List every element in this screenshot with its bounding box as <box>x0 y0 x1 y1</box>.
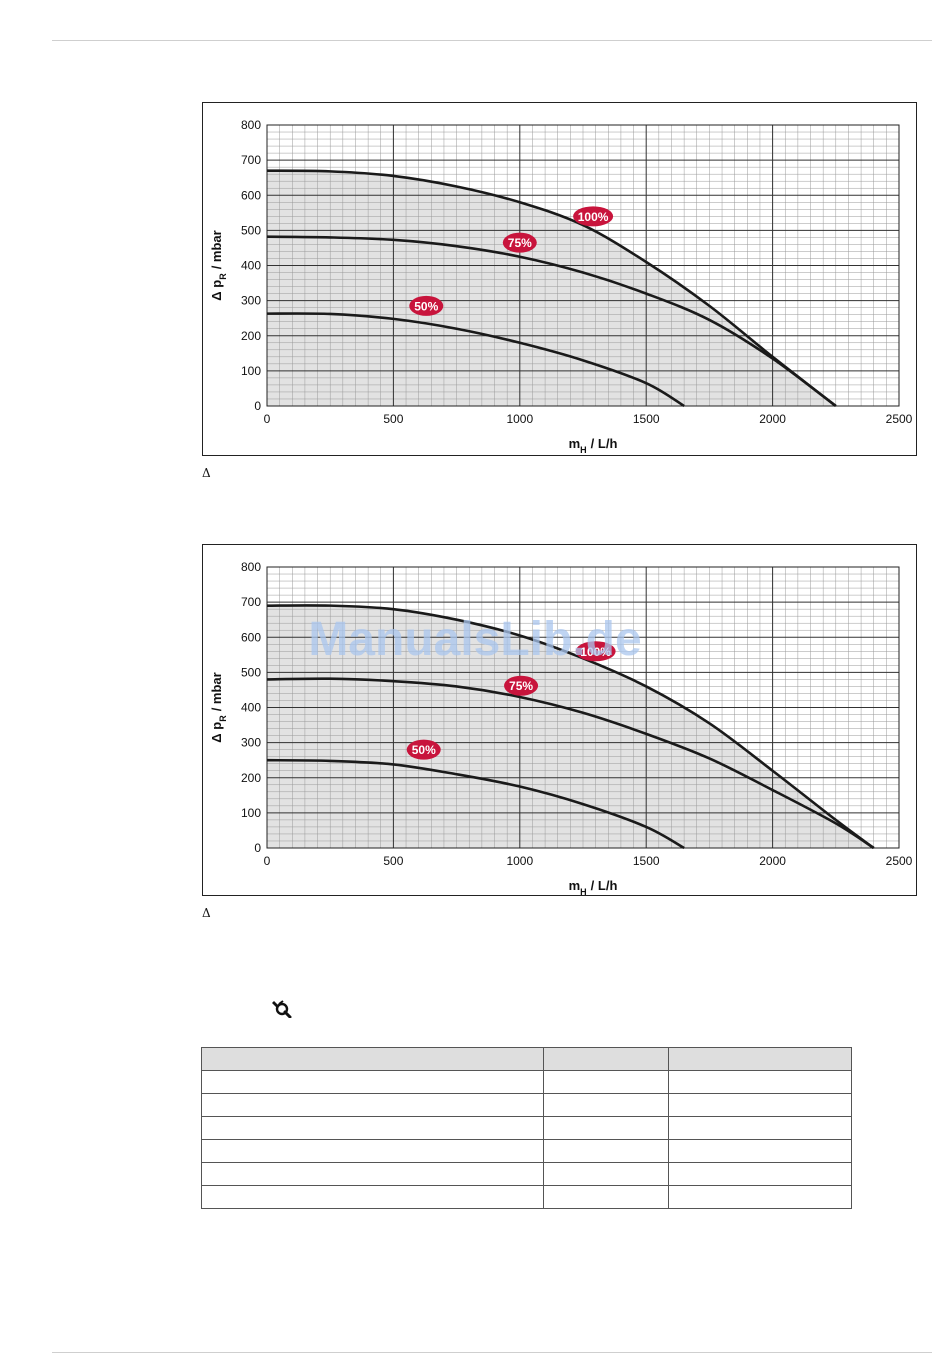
table-header-cell <box>543 1047 669 1071</box>
table-header-cell <box>668 1047 852 1071</box>
table-cell <box>668 1093 852 1117</box>
chart-2-svg: 0 100 200 300 400 500 600 700 800 0 500 1000 1500 200… <box>209 560 913 895</box>
y-tick-label: 200 <box>241 771 261 785</box>
table-header-cell <box>201 1047 544 1071</box>
y-tick-label: 400 <box>241 259 261 273</box>
x-tick-label: 500 <box>383 854 403 868</box>
y-tick-label: 600 <box>241 188 261 202</box>
watermark-text: ManualsLib.de <box>308 613 641 666</box>
series-name: 75% <box>508 236 532 250</box>
wrench-icon <box>272 1000 292 1018</box>
table-cell <box>543 1116 669 1140</box>
y-tick-label: 500 <box>241 665 261 679</box>
plot-frame <box>266 124 900 407</box>
y-tick-label: 100 <box>241 806 261 820</box>
x-tick-label: 0 <box>264 854 271 868</box>
table-cell <box>668 1185 852 1209</box>
series-label-100-percent: 100% <box>575 641 616 662</box>
series-label-75-percent: 75% <box>502 232 537 253</box>
series-label-50-percent: 50% <box>409 295 444 316</box>
spec-table <box>201 1047 852 1209</box>
series-name: 100% <box>578 210 609 224</box>
y-tick-label: 0 <box>254 841 261 855</box>
chart-1-caption: Δ <box>202 466 211 480</box>
y-tick-label: 800 <box>241 560 261 574</box>
chart-2-caption: Δ <box>202 906 211 920</box>
curve-75-percent <box>266 677 875 850</box>
table-cell <box>201 1093 544 1117</box>
series-name: 50% <box>414 299 438 313</box>
y-tick-label: 400 <box>241 701 261 715</box>
series-badge <box>502 232 537 253</box>
series-name: 100% <box>580 645 611 659</box>
curve-50-percent <box>266 758 685 850</box>
x-tick-label: 1500 <box>633 412 660 426</box>
curve-75-percent <box>266 235 837 408</box>
x-tick-label: 2500 <box>886 854 913 868</box>
table-row <box>201 1139 852 1163</box>
pump-curve-chart-2: 0 100 200 300 400 500 600 700 800 0 500 1000 1500 200… <box>202 544 917 896</box>
x-tick-label: 1500 <box>633 854 660 868</box>
table-cell <box>543 1093 669 1117</box>
series-label-75-percent: 75% <box>504 675 539 696</box>
table-cell <box>543 1139 669 1163</box>
x-tick-label: 0 <box>264 412 271 426</box>
table-cell <box>668 1162 852 1186</box>
y-tick-label: 600 <box>241 630 261 644</box>
table-cell <box>668 1070 852 1094</box>
table-cell <box>201 1162 544 1186</box>
table-cell <box>201 1116 544 1140</box>
series-badge <box>573 206 614 227</box>
x-tick-label: 2000 <box>759 854 786 868</box>
table-cell <box>201 1070 544 1094</box>
y-tick-label: 700 <box>241 595 261 609</box>
curve-100-percent <box>266 169 837 408</box>
table-cell <box>543 1185 669 1209</box>
y-tick-label: 500 <box>241 223 261 237</box>
operating-area <box>267 170 836 406</box>
y-axis-label: Δ pR/ mbar <box>209 672 228 742</box>
y-tick-label: 300 <box>241 294 261 308</box>
y-tick-label: 200 <box>241 329 261 343</box>
series-badge <box>575 641 616 662</box>
table-row <box>201 1093 852 1117</box>
table-cell <box>543 1070 669 1094</box>
table-cell <box>201 1139 544 1163</box>
series-badge <box>409 295 444 316</box>
table-cell <box>201 1185 544 1209</box>
x-tick-label: 2000 <box>759 412 786 426</box>
y-axis-label: Δ pR/ mbar <box>209 230 228 300</box>
table-header-row <box>201 1047 852 1071</box>
x-tick-label: 2500 <box>886 412 913 426</box>
series-badge <box>504 675 539 696</box>
bottom-rule <box>52 1352 932 1353</box>
x-tick-label: 1000 <box>506 854 533 868</box>
table-row <box>201 1162 852 1186</box>
x-axis-label: mH / L/h <box>569 436 618 455</box>
series-label-50-percent: 50% <box>406 739 441 760</box>
table-row <box>201 1070 852 1094</box>
table-cell <box>543 1162 669 1186</box>
table-row <box>201 1116 852 1140</box>
curve-50-percent <box>266 312 685 408</box>
table-cell <box>668 1116 852 1140</box>
series-label-100-percent: 100% <box>573 206 614 227</box>
pump-curve-chart-1: 0 100 200 300 400 500 600 700 800 0 500 1000 1500 200… <box>202 102 917 456</box>
x-tick-label: 1000 <box>506 412 533 426</box>
y-tick-label: 700 <box>241 153 261 167</box>
y-tick-label: 0 <box>254 399 261 413</box>
series-name: 75% <box>509 679 533 693</box>
table-cell <box>668 1139 852 1163</box>
series-name: 50% <box>412 743 436 757</box>
plot-frame <box>266 566 900 849</box>
table-row <box>201 1185 852 1209</box>
x-axis-label: mH / L/h <box>569 878 618 895</box>
y-tick-label: 800 <box>241 118 261 132</box>
top-rule <box>52 40 932 41</box>
series-badge <box>406 739 441 760</box>
chart-1-svg: 0 100 200 300 400 500 600 700 800 0 500 1000 1500 200… <box>209 118 913 455</box>
y-tick-label: 100 <box>241 364 261 378</box>
y-tick-label: 300 <box>241 736 261 750</box>
x-tick-label: 500 <box>383 412 403 426</box>
